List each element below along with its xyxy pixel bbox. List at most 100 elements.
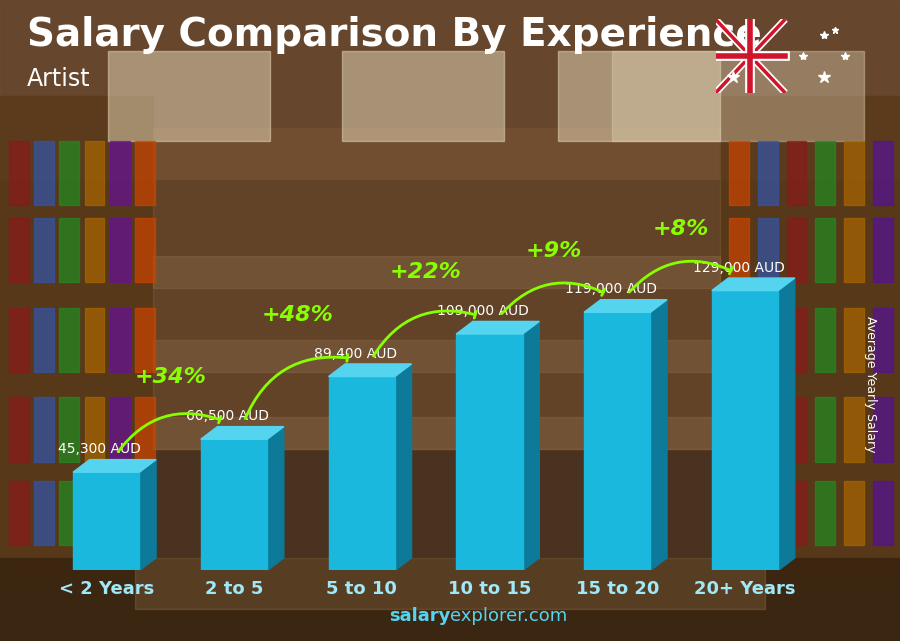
Bar xyxy=(135,308,155,372)
Bar xyxy=(85,141,104,205)
Polygon shape xyxy=(651,300,667,570)
Bar xyxy=(844,397,864,462)
Bar xyxy=(34,397,54,462)
Bar xyxy=(815,481,835,545)
Bar xyxy=(0,96,153,577)
Bar xyxy=(729,218,749,282)
Bar xyxy=(787,218,806,282)
Bar xyxy=(110,397,130,462)
Text: +22%: +22% xyxy=(390,262,462,282)
Bar xyxy=(729,397,749,462)
Bar xyxy=(342,51,504,141)
Text: 119,000 AUD: 119,000 AUD xyxy=(565,282,657,296)
Bar xyxy=(85,397,104,462)
Bar xyxy=(844,218,864,282)
Text: 89,400 AUD: 89,400 AUD xyxy=(314,347,397,361)
Bar xyxy=(59,481,79,545)
Polygon shape xyxy=(712,278,795,290)
Bar xyxy=(0,0,900,179)
Polygon shape xyxy=(267,427,284,570)
Bar xyxy=(873,397,893,462)
Bar xyxy=(9,308,29,372)
Bar xyxy=(584,312,651,570)
Bar xyxy=(612,51,864,141)
Bar xyxy=(844,481,864,545)
Bar xyxy=(85,308,104,372)
Bar xyxy=(815,308,835,372)
Bar xyxy=(456,334,523,570)
Polygon shape xyxy=(584,300,667,312)
Bar xyxy=(558,51,720,141)
Text: +8%: +8% xyxy=(652,219,709,239)
Polygon shape xyxy=(140,460,156,570)
Bar xyxy=(729,141,749,205)
Polygon shape xyxy=(395,364,411,570)
Bar xyxy=(873,481,893,545)
Bar xyxy=(9,397,29,462)
Text: 129,000 AUD: 129,000 AUD xyxy=(693,261,785,274)
Bar xyxy=(815,397,835,462)
Bar xyxy=(729,481,749,545)
Text: Average Yearly Salary: Average Yearly Salary xyxy=(865,317,878,453)
Bar xyxy=(815,141,835,205)
Bar xyxy=(758,141,778,205)
Bar xyxy=(328,376,395,570)
Bar xyxy=(758,481,778,545)
Bar xyxy=(135,141,155,205)
Text: Artist: Artist xyxy=(27,67,91,91)
Bar xyxy=(34,218,54,282)
Bar xyxy=(108,51,270,141)
Bar xyxy=(110,218,130,282)
Text: +9%: +9% xyxy=(526,240,581,260)
Bar xyxy=(110,308,130,372)
Bar xyxy=(34,141,54,205)
Polygon shape xyxy=(328,364,411,376)
Polygon shape xyxy=(523,321,539,570)
Text: +48%: +48% xyxy=(262,304,334,325)
Bar xyxy=(844,308,864,372)
Bar xyxy=(153,256,720,288)
Polygon shape xyxy=(73,460,156,472)
Bar xyxy=(34,481,54,545)
Polygon shape xyxy=(456,321,539,334)
Text: explorer.com: explorer.com xyxy=(450,607,567,625)
Bar xyxy=(59,397,79,462)
Bar xyxy=(758,397,778,462)
Bar xyxy=(844,141,864,205)
Bar xyxy=(135,558,765,609)
Bar xyxy=(153,417,720,449)
Bar xyxy=(873,308,893,372)
Bar xyxy=(153,128,720,449)
Bar xyxy=(59,141,79,205)
Text: Salary Comparison By Experience: Salary Comparison By Experience xyxy=(27,16,761,54)
Bar xyxy=(0,558,900,641)
Text: salary: salary xyxy=(389,607,450,625)
Text: +34%: +34% xyxy=(134,367,206,387)
Bar xyxy=(201,439,267,570)
Bar xyxy=(712,290,778,570)
Bar xyxy=(9,481,29,545)
Polygon shape xyxy=(778,278,795,570)
Bar xyxy=(873,141,893,205)
Text: 60,500 AUD: 60,500 AUD xyxy=(186,410,269,423)
Bar xyxy=(787,141,806,205)
Bar xyxy=(9,218,29,282)
Text: 45,300 AUD: 45,300 AUD xyxy=(58,442,141,456)
Bar xyxy=(787,308,806,372)
Text: 109,000 AUD: 109,000 AUD xyxy=(437,304,529,318)
Bar xyxy=(59,308,79,372)
Bar xyxy=(758,308,778,372)
Bar xyxy=(135,218,155,282)
Bar xyxy=(85,218,104,282)
Bar xyxy=(85,481,104,545)
Bar xyxy=(815,218,835,282)
Bar xyxy=(758,218,778,282)
Bar xyxy=(787,397,806,462)
Bar xyxy=(787,481,806,545)
Bar xyxy=(873,218,893,282)
Bar xyxy=(135,397,155,462)
Bar xyxy=(9,141,29,205)
Bar xyxy=(110,141,130,205)
Bar xyxy=(73,472,140,570)
Polygon shape xyxy=(201,427,284,439)
